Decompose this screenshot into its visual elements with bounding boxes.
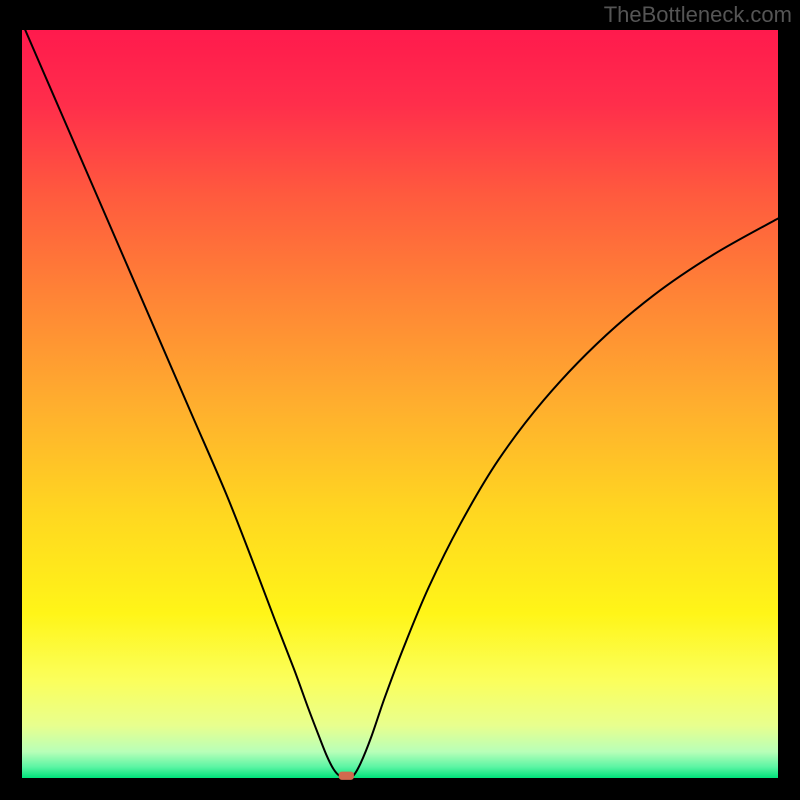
bottleneck-chart bbox=[0, 0, 800, 800]
dip-marker bbox=[339, 772, 354, 780]
chart-container: TheBottleneck.com bbox=[0, 0, 800, 800]
plot-background-gradient bbox=[22, 30, 778, 778]
watermark-text: TheBottleneck.com bbox=[604, 2, 792, 28]
